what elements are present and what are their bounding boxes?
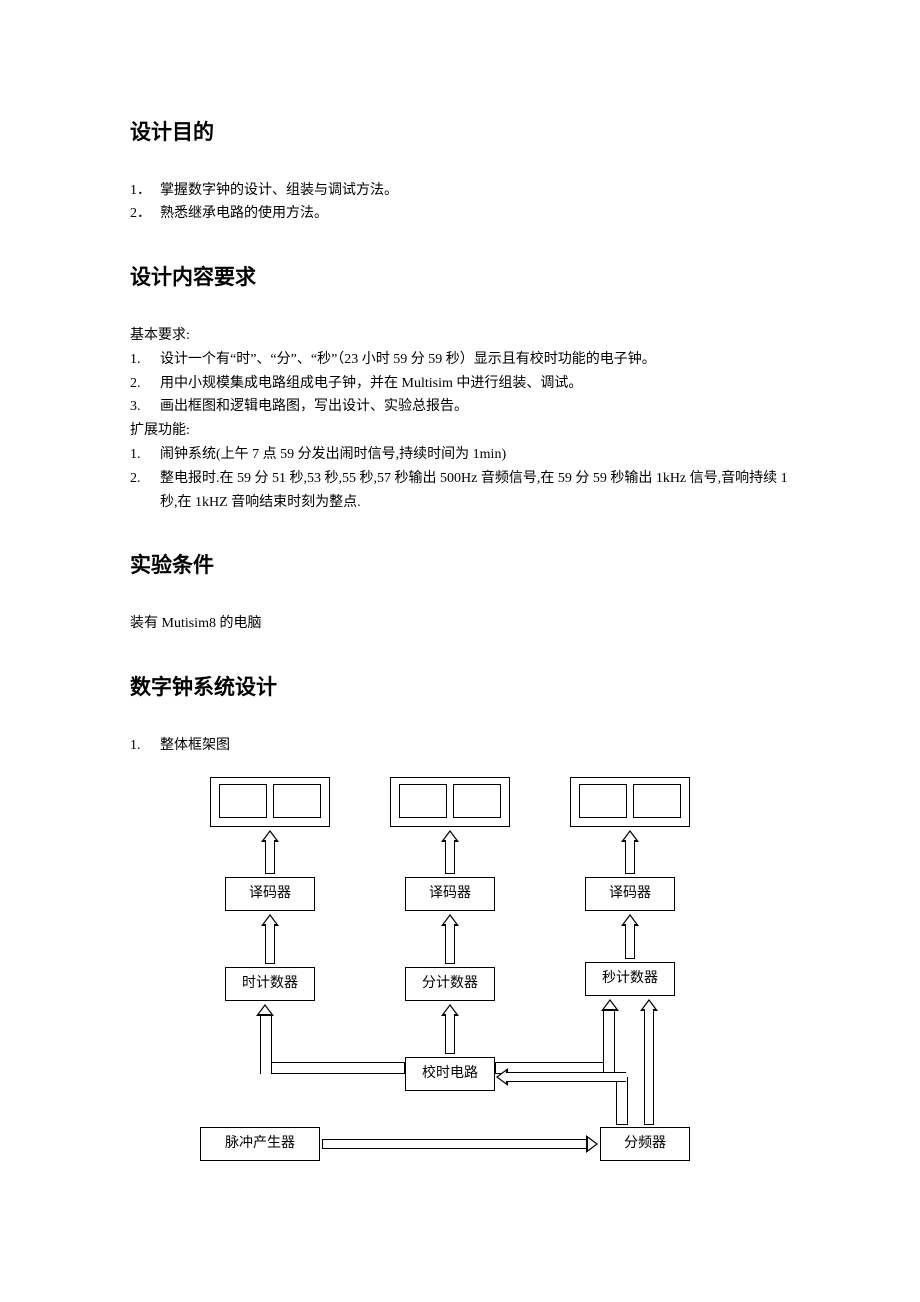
digit-box (399, 784, 447, 818)
decoder-box: 译码器 (585, 877, 675, 911)
section-purpose: 设计目的 1．掌握数字钟的设计、组装与调试方法。 2．熟悉继承电路的使用方法。 (130, 115, 790, 226)
digit-box (579, 784, 627, 818)
decoder-box: 译码器 (225, 877, 315, 911)
list-item: 1．掌握数字钟的设计、组装与调试方法。 (130, 179, 790, 203)
elbow-arrow (260, 1004, 405, 1074)
arrow-up (263, 830, 277, 874)
list-text: 掌握数字钟的设计、组装与调试方法。 (160, 183, 398, 198)
heading-conditions: 实验条件 (130, 548, 790, 584)
digit-box (633, 784, 681, 818)
display-seconds (570, 777, 690, 827)
pulse-generator-box: 脉冲产生器 (200, 1127, 320, 1161)
hour-counter-box: 时计数器 (225, 967, 315, 1001)
list-item: 3.画出框图和逻辑电路图，写出设计、实验总报告。 (130, 395, 790, 419)
arrow-up (443, 1004, 457, 1054)
elbow-arrow (495, 999, 615, 1074)
list-text: 整体框架图 (160, 738, 230, 753)
list-item: 1.闹钟系统(上午 7 点 59 分发出闹时信号,持续时间为 1min) (130, 443, 790, 467)
arrow-up (443, 830, 457, 874)
arrow-up (642, 999, 656, 1125)
digit-box (453, 784, 501, 818)
list-item: 1.整体框架图 (130, 734, 790, 758)
heading-purpose: 设计目的 (130, 115, 790, 151)
arrow-left (496, 1070, 626, 1084)
list-text: 闹钟系统(上午 7 点 59 分发出闹时信号,持续时间为 1min) (160, 447, 506, 462)
heading-design: 数字钟系统设计 (130, 670, 790, 706)
elbow-arrow (498, 1077, 628, 1125)
heading-requirements: 设计内容要求 (130, 260, 790, 296)
digit-box (219, 784, 267, 818)
arrow-up (443, 914, 457, 964)
list-text: 用中小规模集成电路组成电子钟，并在 Multisim 中进行组装、调试。 (160, 376, 582, 391)
arrow-up (623, 830, 637, 874)
section-requirements: 设计内容要求 基本要求: 1.设计一个有“时”、“分”、“秒”（23 小时 59… (130, 260, 790, 514)
divider-box: 分频器 (600, 1127, 690, 1161)
purpose-list: 1．掌握数字钟的设计、组装与调试方法。 2．熟悉继承电路的使用方法。 (130, 179, 790, 227)
decoder-box: 译码器 (405, 877, 495, 911)
list-item: 2.整电报时.在 59 分 51 秒,53 秒,55 秒,57 秒输出 500H… (130, 467, 790, 515)
ext-label: 扩展功能: (130, 419, 790, 443)
basic-label: 基本要求: (130, 324, 790, 348)
list-item: 2．熟悉继承电路的使用方法。 (130, 202, 790, 226)
design-list: 1.整体框架图 (130, 734, 790, 758)
list-text: 整电报时.在 59 分 51 秒,53 秒,55 秒,57 秒输出 500Hz … (160, 471, 788, 510)
display-hours (210, 777, 330, 827)
list-item: 2.用中小规模集成电路组成电子钟，并在 Multisim 中进行组装、调试。 (130, 372, 790, 396)
conditions-text: 装有 Mutisim8 的电脑 (130, 612, 790, 636)
arrow-up (623, 914, 637, 959)
list-item: 1.设计一个有“时”、“分”、“秒”（23 小时 59 分 59 秒）显示且有校… (130, 348, 790, 372)
time-adjust-box: 校时电路 (405, 1057, 495, 1091)
arrow-right (322, 1137, 598, 1151)
document-page: 设计目的 1．掌握数字钟的设计、组装与调试方法。 2．熟悉继承电路的使用方法。 … (0, 0, 920, 1302)
block-diagram: 译码器 译码器 译码器 时计数器 分计数器 秒计数器 校时电路 (180, 777, 740, 1177)
arrow-up (263, 914, 277, 964)
section-design: 数字钟系统设计 1.整体框架图 译码器 (130, 670, 790, 1177)
list-text: 设计一个有“时”、“分”、“秒”（23 小时 59 分 59 秒）显示且有校时功… (160, 352, 656, 367)
minute-counter-box: 分计数器 (405, 967, 495, 1001)
display-minutes (390, 777, 510, 827)
digit-box (273, 784, 321, 818)
basic-list: 1.设计一个有“时”、“分”、“秒”（23 小时 59 分 59 秒）显示且有校… (130, 348, 790, 419)
ext-list: 1.闹钟系统(上午 7 点 59 分发出闹时信号,持续时间为 1min) 2.整… (130, 443, 790, 514)
list-text: 熟悉继承电路的使用方法。 (160, 206, 328, 221)
list-text: 画出框图和逻辑电路图，写出设计、实验总报告。 (160, 399, 468, 414)
second-counter-box: 秒计数器 (585, 962, 675, 996)
section-conditions: 实验条件 装有 Mutisim8 的电脑 (130, 548, 790, 635)
